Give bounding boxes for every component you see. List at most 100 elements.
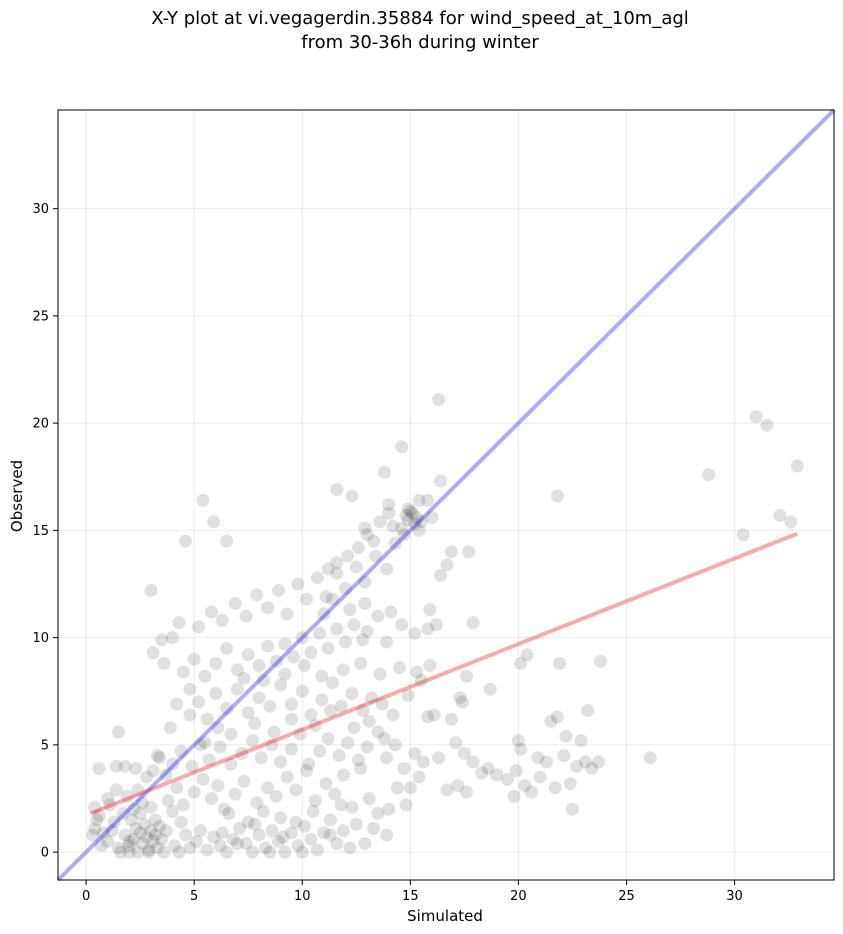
scatter-point <box>183 682 197 696</box>
scatter-point <box>514 656 528 670</box>
scatter-point <box>209 686 223 700</box>
scatter-point <box>105 824 119 838</box>
scatter-point <box>289 815 303 829</box>
scatter-point <box>423 603 437 617</box>
scatter-point <box>187 652 201 666</box>
x-tick-label: 20 <box>510 889 527 904</box>
scatter-point <box>176 665 190 679</box>
scatter-point <box>524 785 538 799</box>
scatter-point <box>377 731 391 745</box>
scatter-point <box>220 845 234 859</box>
scatter-point <box>179 534 193 548</box>
scatter-point <box>144 824 158 838</box>
scatter-point <box>202 753 216 767</box>
scatter-point <box>146 646 160 660</box>
scatter-point <box>367 822 381 836</box>
scatter-point <box>207 830 221 844</box>
scatter-point <box>317 607 331 621</box>
scatter-point <box>347 721 361 735</box>
chart-title-line-2: from 30-36h during winter <box>301 32 539 53</box>
scatter-point <box>209 656 223 670</box>
scatter-point <box>109 783 123 797</box>
scatter-point <box>302 757 316 771</box>
scatter-point <box>211 721 225 735</box>
scatter-point <box>92 761 106 775</box>
scatter-point <box>321 731 335 745</box>
scatter-point <box>490 768 504 782</box>
scatter-point <box>790 459 804 473</box>
scatter-point <box>518 779 532 793</box>
scatter-point <box>220 534 234 548</box>
scatter-point <box>222 807 236 821</box>
scatter-point <box>172 845 186 859</box>
scatter-point <box>263 845 277 859</box>
scatter-point <box>412 770 426 784</box>
scatter-point <box>265 824 279 838</box>
scatter-point <box>594 654 608 668</box>
scatter-point <box>230 663 244 677</box>
scatter-point <box>248 817 262 831</box>
scatter-point <box>395 440 409 454</box>
scatter-point <box>440 783 454 797</box>
scatter-point <box>237 671 251 685</box>
scatter-point <box>224 757 238 771</box>
scatter-point <box>122 834 136 848</box>
x-tick-label: 10 <box>294 889 311 904</box>
scatter-point <box>373 515 387 529</box>
scatter-point <box>192 695 206 709</box>
scatter-point <box>412 493 426 507</box>
scatter-point <box>192 620 206 634</box>
scatter-point <box>393 661 407 675</box>
scatter-point <box>481 761 495 775</box>
scatter-point <box>395 618 409 632</box>
scatter-point <box>116 807 130 821</box>
scatter-point <box>351 753 365 767</box>
scatter-point <box>367 534 381 548</box>
scatter-point <box>308 794 322 808</box>
scatter-point <box>269 654 283 668</box>
scatter-point <box>230 837 244 851</box>
scatter-point <box>343 841 357 855</box>
scatter-point <box>475 766 489 780</box>
scatter-point <box>453 691 467 705</box>
reference-lines <box>56 108 836 882</box>
scatter-point <box>131 845 145 859</box>
scatter-point <box>343 603 357 617</box>
scatter-point <box>241 706 255 720</box>
scatter-point <box>114 845 128 859</box>
scatter-point <box>161 794 175 808</box>
scatter-point <box>304 832 318 846</box>
scatter-point <box>135 837 149 851</box>
scatter-point <box>248 716 262 730</box>
scatter-point <box>375 697 389 711</box>
scatter-point <box>578 755 592 769</box>
scatter-point <box>224 727 238 741</box>
scatter-point <box>101 834 115 848</box>
scatter-point <box>369 549 383 563</box>
scatter-point <box>319 590 333 604</box>
scatter-point <box>349 560 363 574</box>
scatter-point <box>127 802 141 816</box>
scatter-point <box>341 736 355 750</box>
scatter-point <box>552 656 566 670</box>
y-tick-label: 30 <box>32 202 49 217</box>
scatter-point <box>261 781 275 795</box>
scatter-point <box>183 708 197 722</box>
scatter-point <box>317 826 331 840</box>
scatter-point <box>174 744 188 758</box>
scatter-point <box>358 521 372 535</box>
scatter-point <box>421 710 435 724</box>
scatter-point <box>377 465 391 479</box>
scatter-point <box>362 791 376 805</box>
scatter-point <box>457 746 471 760</box>
scatter-point <box>140 830 154 844</box>
scatter-point <box>122 839 136 853</box>
scatter-point <box>570 759 584 773</box>
scatter-point <box>431 751 445 765</box>
scatter-point <box>421 622 435 636</box>
scatter-point <box>295 684 309 698</box>
scatter-point <box>90 813 104 827</box>
scatter-point <box>460 785 474 799</box>
scatter-point <box>194 824 208 838</box>
scatter-point <box>323 813 337 827</box>
